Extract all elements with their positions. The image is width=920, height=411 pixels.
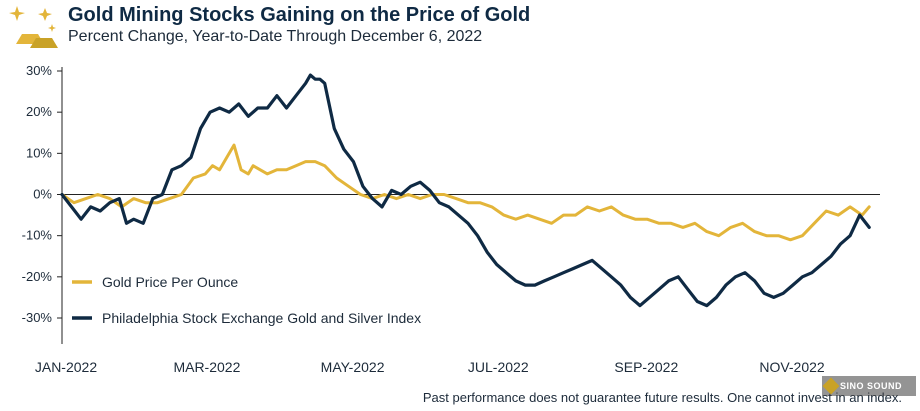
y-tick-label: 20% [26, 104, 52, 119]
chart-title: Gold Mining Stocks Gaining on the Price … [68, 4, 531, 26]
y-tick-label: -20% [22, 269, 53, 284]
chart-subtitle: Percent Change, Year-to-Date Through Dec… [68, 28, 483, 45]
x-tick-label: JAN-2022 [35, 359, 97, 375]
x-tick-label: MAY-2022 [321, 359, 385, 375]
x-tick-label: SEP-2022 [614, 359, 678, 375]
legend-label: Gold Price Per Ounce [102, 274, 238, 290]
y-tick-label: -30% [22, 310, 53, 325]
gold-bars-logo-icon [9, 6, 58, 48]
y-tick-label: -10% [22, 228, 53, 243]
x-tick-label: MAR-2022 [173, 359, 240, 375]
watermark-text: SINO SOUND [840, 381, 903, 391]
y-tick-label: 0% [33, 187, 52, 202]
legend-label: Philadelphia Stock Exchange Gold and Sil… [102, 310, 421, 326]
watermark-badge: SINO SOUND [822, 376, 916, 396]
series-line-gold-price [60, 143, 871, 242]
x-tick-label: JUL-2022 [468, 359, 529, 375]
x-tick-label: NOV-2022 [759, 359, 825, 375]
footnote: Past performance does not guarantee futu… [422, 390, 902, 405]
diamond-icon [822, 377, 840, 395]
y-tick-label: 10% [26, 145, 52, 160]
y-tick-label: 30% [26, 63, 52, 78]
series-line-gold-silver-index [60, 73, 871, 308]
